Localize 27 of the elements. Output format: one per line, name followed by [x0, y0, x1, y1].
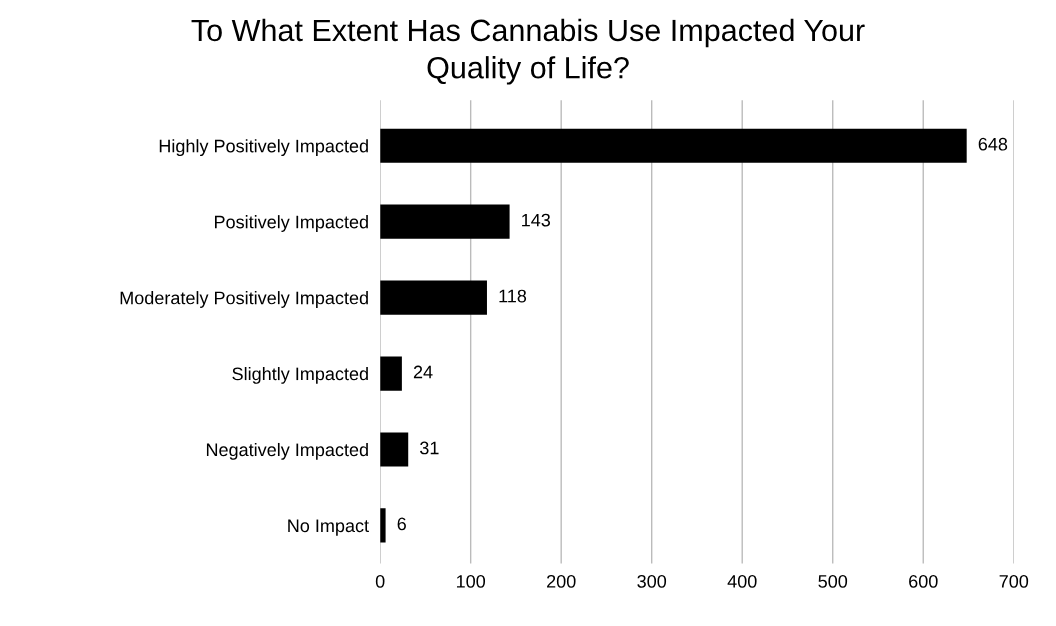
- x-tick-label: 400: [727, 574, 757, 588]
- bar: [380, 280, 487, 315]
- x-tick-label: 200: [547, 574, 576, 588]
- bar: [380, 356, 402, 391]
- bar: [380, 204, 510, 239]
- bar: [380, 508, 386, 543]
- y-tick-label: Highly Positively Impacted: [159, 139, 368, 157]
- x-tick-label: 500: [818, 574, 848, 588]
- chart-title: To What Extent Has Cannabis Use Impacted Your Quality of Life?: [191, 18, 865, 85]
- y-tick-label: Slightly Impacted: [232, 367, 368, 384]
- data-label: 6: [397, 517, 406, 531]
- y-tick-label: No Impact: [288, 519, 369, 536]
- y-tick-label: Moderately Positively Impacted: [120, 291, 368, 308]
- bar: [380, 432, 409, 467]
- x-tick-label: 100: [456, 574, 486, 588]
- data-label: 24: [413, 365, 433, 379]
- x-tick-label: 0: [375, 574, 385, 588]
- y-tick-label: Negatively Impacted: [206, 442, 368, 460]
- data-label: 648: [978, 137, 1008, 151]
- data-label: 118: [499, 289, 527, 303]
- x-tick-label: 600: [909, 574, 938, 588]
- x-tick-label: 700: [999, 574, 1029, 588]
- data-label: 143: [522, 213, 551, 227]
- bar: [380, 128, 967, 163]
- x-tick-label: 300: [637, 574, 667, 588]
- data-label: 31: [420, 441, 439, 455]
- y-tick-label: Positively Impacted: [214, 215, 368, 232]
